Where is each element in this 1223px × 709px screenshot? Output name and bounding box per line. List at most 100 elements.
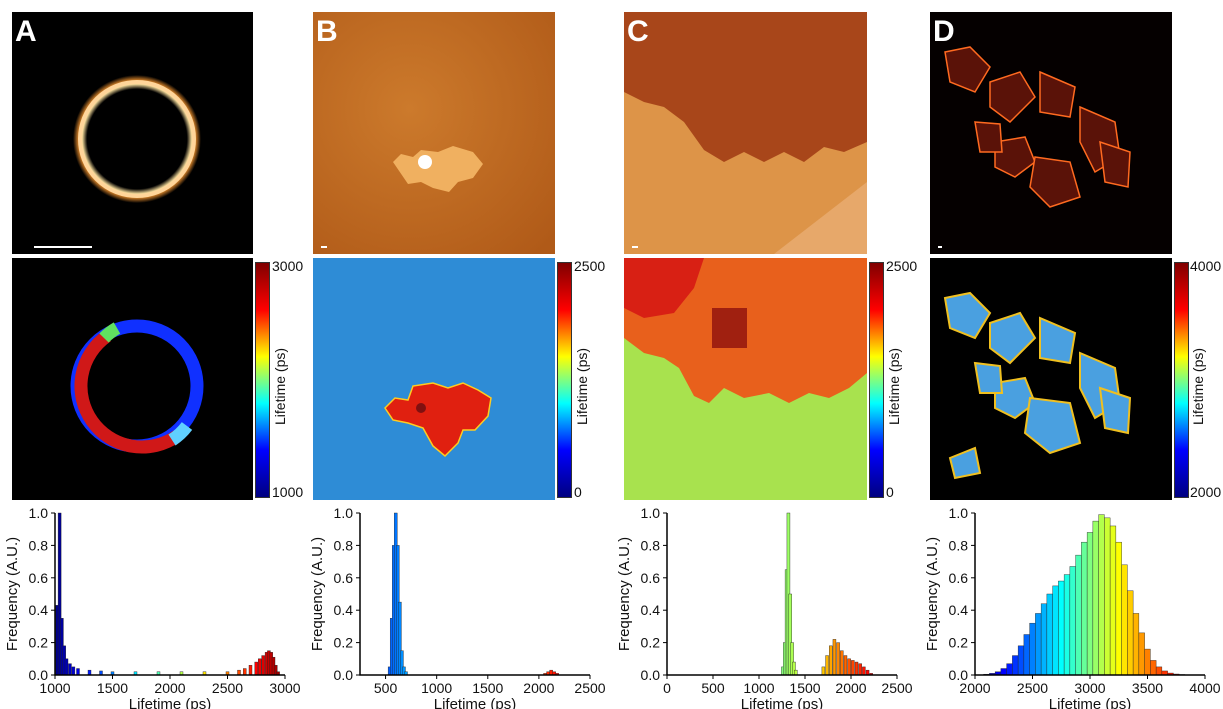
y-tick-label: 0.4 [949,602,969,618]
y-axis-label: Frequency (A.U.) [616,537,633,651]
histogram-bar [258,658,262,676]
x-tick-label: 0 [663,680,671,696]
histogram-bar [1063,574,1071,676]
y-tick-label: 0.8 [641,537,661,553]
histogram-bar [1121,564,1128,676]
histogram-bar [1144,648,1151,676]
histogram-bar [1075,554,1082,676]
x-tick-label: 3500 [1132,680,1163,696]
colorbar-b-title: Lifetime (ps) [574,347,590,425]
colorbar-d-min: 2000 [1190,484,1222,500]
panel-label-c: C [627,15,649,48]
colorbar-c-title: Lifetime (ps) [886,347,902,425]
colorbar-b-max: 2500 [574,258,606,274]
y-tick-label: 0.0 [334,667,354,683]
y-tick-label: 1.0 [29,505,49,521]
histogram-bar [71,666,76,676]
histogram-bar [832,639,837,676]
histogram-bar [1052,585,1059,676]
histogram-b: 500 1000 1500 2000 2500 0.0 0.2 0.4 0.6 0.8 1.0 Lif… [309,505,605,709]
intensity-image-c: C [624,12,867,254]
colorbar-a-title: Lifetime (ps) [272,347,288,425]
y-axis-label: Frequency (A.U.) [924,537,941,651]
x-tick-label: 2000 [959,680,990,696]
x-tick-label: 3000 [1074,680,1105,696]
intensity-image-d: D [930,12,1172,254]
ring-red-arc [74,330,181,454]
x-tick-label: 2000 [523,680,554,696]
y-tick-label: 1.0 [334,505,354,521]
y-tick-label: 0.6 [29,570,49,586]
colorbar-a-min: 1000 [272,484,304,500]
histogram-bar [1035,613,1042,676]
histogram-bar [1006,663,1013,676]
histogram-bar [854,661,859,676]
histogram-bar [840,650,844,676]
panel-label-b: B [316,15,338,48]
x-tick-label: 2500 [574,680,605,696]
y-tick-label: 0.8 [949,537,969,553]
histogram-bar [248,665,253,676]
colorbar-d [1174,262,1189,498]
x-tick-label: 2000 [154,680,185,696]
y-tick-label: 0.4 [29,602,49,618]
histogram-bar [1023,634,1030,676]
colorbar-b [557,262,572,498]
histogram-bar [1127,590,1134,676]
x-tick-label: 2500 [1017,680,1048,696]
x-tick-label: 2000 [835,680,866,696]
histogram-bar [1138,632,1145,676]
histogram-bar [862,666,866,676]
histogram-bar [829,645,833,676]
panel-label-d: D [933,15,955,48]
y-tick-label: 0.4 [334,602,354,618]
histogram-bar [76,668,80,676]
y-tick-label: 0.0 [29,667,49,683]
y-tick-label: 0.2 [641,635,661,651]
histogram-bar [1012,655,1019,676]
histogram-bar [1086,532,1094,676]
colorbar-d-title: Lifetime (ps) [1190,347,1206,425]
x-axis-label: Lifetime (ps) [1049,696,1132,709]
y-axis-label: Frequency (A.U.) [4,537,21,651]
x-tick-label: 1500 [97,680,128,696]
histogram-c: 0 500 1000 1500 2000 2500 0.0 0.2 0.4 0.6 0.8 1.0 Li… [616,505,912,709]
histogram-bar [1092,520,1099,676]
y-tick-label: 0.4 [641,602,661,618]
intensity-image-a: A [12,12,253,254]
colorbar-c-min: 0 [886,484,894,500]
y-tick-label: 1.0 [949,505,969,521]
histogram-bar [1029,622,1036,676]
histogram-bar [1109,525,1117,676]
x-tick-label: 1000 [421,680,452,696]
lifetime-map-c [624,258,867,500]
colorbar-d-max: 4000 [1190,258,1222,274]
y-tick-label: 0.6 [949,570,969,586]
histogram-bar [1098,514,1105,676]
x-tick-label: 1000 [39,680,70,696]
x-tick-label: 500 [374,680,398,696]
y-tick-label: 0.8 [334,537,354,553]
histogram-bar [1000,668,1007,676]
y-tick-label: 0.2 [334,635,354,651]
histogram-bar [1046,593,1053,676]
colorbar-b-min: 0 [574,484,582,500]
histogram-bar [1069,566,1076,676]
histogram-bar [851,660,855,676]
histogram-bar [243,668,247,676]
histogram-bar [1104,517,1111,676]
x-tick-label: 2500 [881,680,912,696]
histogram-bar [821,666,826,676]
axis-lines [54,513,285,676]
x-tick-label: 500 [701,680,725,696]
histogram-bar [68,663,72,676]
y-tick-label: 0.8 [29,537,49,553]
histogram-bar [858,663,862,676]
lifetime-map-a [12,258,253,500]
y-tick-label: 0.2 [949,635,969,651]
histogram-d: 2000 2500 3000 3500 4000 0.0 0.2 0.4 0.6 0.8 1.0 Li… [924,505,1220,709]
axis-lines [666,513,897,676]
intensity-image-b: B [313,12,555,254]
x-tick-label: 4000 [1189,680,1220,696]
histogram-bar [1132,613,1140,676]
